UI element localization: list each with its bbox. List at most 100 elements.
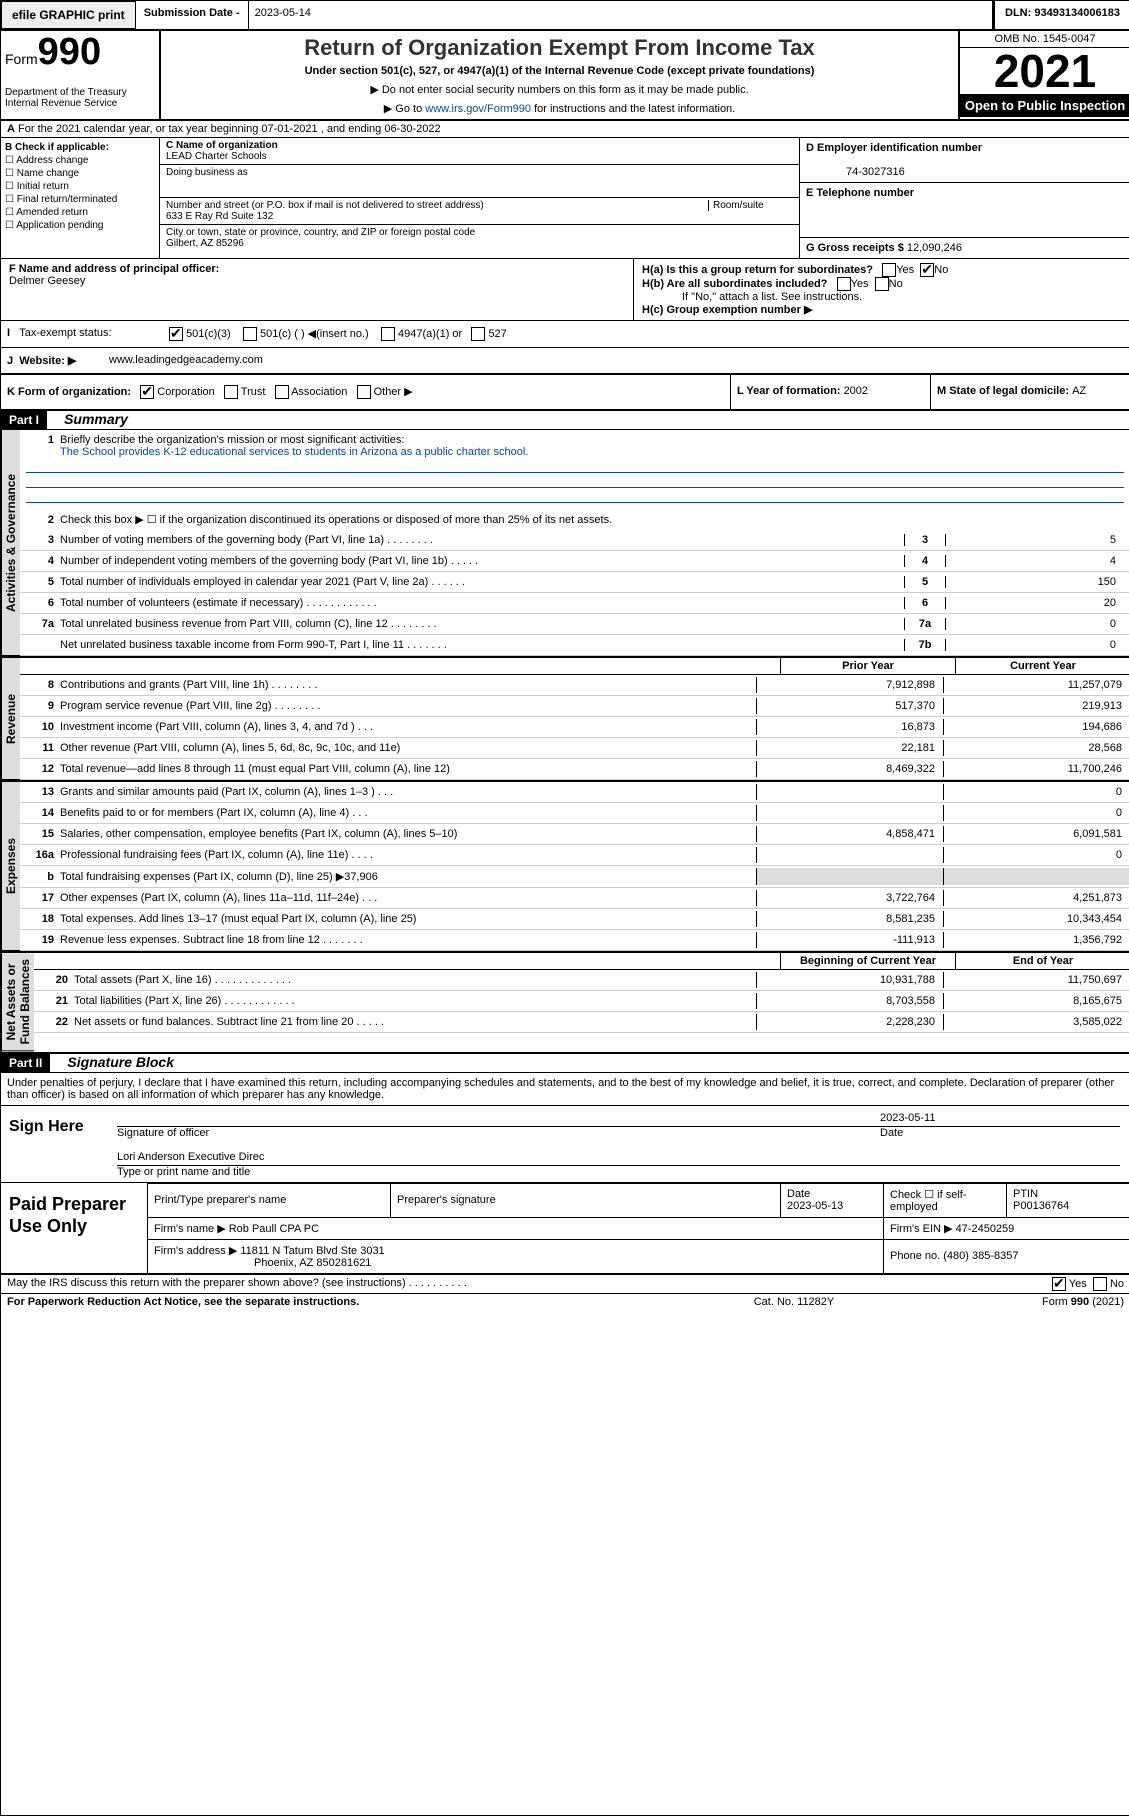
ha-no-checkbox[interactable] [920, 263, 934, 277]
row-10: 10Investment income (Part VIII, column (… [20, 717, 1129, 738]
preparer-table: Print/Type preparer's name Preparer's si… [147, 1183, 1129, 1273]
prep-name-header: Print/Type preparer's name [148, 1183, 391, 1217]
f-officer-name: Delmer Geesey [9, 275, 85, 287]
cb-501c3[interactable] [169, 327, 183, 341]
na-header-row: Beginning of Current YearEnd of Year [34, 953, 1129, 970]
row-14: 14Benefits paid to or for members (Part … [20, 803, 1129, 824]
cb-other[interactable] [357, 385, 371, 399]
state-domicile: AZ [1072, 385, 1086, 397]
phone-label: E Telephone number [806, 187, 914, 199]
row-j-website: J Website: ▶ www.leadingedgeacademy.com [1, 348, 1129, 375]
prep-date-value: 2023-05-13 [787, 1200, 843, 1212]
sig-officer-label: Signature of officer [117, 1127, 880, 1139]
cb-4947[interactable] [381, 327, 395, 341]
form-header: Form990 Department of the Treasury Inter… [1, 31, 1129, 121]
room-label: Room/suite [708, 200, 793, 211]
ein-value: 74-3027316 [806, 166, 905, 178]
rev-header-row: Prior YearCurrent Year [20, 658, 1129, 675]
h-a: H(a) Is this a group return for subordin… [642, 263, 1122, 277]
org-name: LEAD Charter Schools [166, 151, 267, 162]
signature-block: Under penalties of perjury, I declare th… [1, 1073, 1129, 1294]
h-b: H(b) Are all subordinates included? Yes … [642, 277, 1122, 291]
cb-corporation[interactable] [140, 385, 154, 399]
cb-501c[interactable] [243, 327, 257, 341]
mission-underline [26, 490, 1124, 503]
part-i-bar: Part I [1, 411, 47, 429]
line-a-tax-year: A For the 2021 calendar year, or tax yea… [1, 121, 1129, 138]
ha-yes-checkbox[interactable] [882, 263, 896, 277]
mission-underline [26, 460, 1124, 473]
ag-line-7a: 7aTotal unrelated business revenue from … [20, 614, 1129, 635]
cb-association[interactable] [275, 385, 289, 399]
fgh-block: F Name and address of principal officer:… [1, 259, 1129, 321]
discuss-yes-checkbox[interactable] [1052, 1277, 1066, 1291]
cb-trust[interactable] [224, 385, 238, 399]
irs-link[interactable]: www.irs.gov/Form990 [425, 103, 531, 115]
efile-print-button[interactable]: efile GRAPHIC print [1, 1, 136, 29]
firm-addr-label: Firm's address ▶ [154, 1245, 240, 1257]
firm-ein-label: Firm's EIN ▶ [890, 1223, 956, 1235]
line-1-label: Briefly describe the organization's miss… [60, 434, 404, 446]
cb-address-change[interactable]: ☐ Address change [5, 155, 155, 166]
firm-addr-2: Phoenix, AZ 850281621 [154, 1257, 371, 1269]
cb-name-change[interactable]: ☐ Name change [5, 168, 155, 179]
firm-name-value: Rob Paull CPA PC [229, 1223, 319, 1235]
cb-application-pending[interactable]: ☐ Application pending [5, 220, 155, 231]
discuss-no-checkbox[interactable] [1093, 1277, 1107, 1291]
cb-amended-return[interactable]: ☐ Amended return [5, 207, 155, 218]
form-number: 990 [38, 31, 101, 73]
row-b: bTotal fundraising expenses (Part IX, co… [20, 866, 1129, 888]
street-label: Number and street (or P.O. box if mail i… [166, 200, 708, 211]
open-public-badge: Open to Public Inspection [960, 94, 1129, 117]
part-i-header: Part I Summary [1, 411, 1129, 430]
sign-here-label: Sign Here [1, 1106, 107, 1182]
paid-preparer-row: Paid Preparer Use Only Print/Type prepar… [1, 1183, 1129, 1275]
row-11: 11Other revenue (Part VIII, column (A), … [20, 738, 1129, 759]
dba-label: Doing business as [166, 167, 248, 178]
city-label: City or town, state or province, country… [166, 227, 475, 238]
city-value: Gilbert, AZ 85296 [166, 238, 244, 249]
form-label: Form [5, 51, 38, 67]
col-d-right: D Employer identification number 74-30273… [799, 138, 1129, 258]
page-footer: For Paperwork Reduction Act Notice, see … [1, 1294, 1129, 1310]
k-label: K Form of organization: [7, 386, 131, 398]
h-c: H(c) Group exemption number ▶ [642, 303, 1122, 316]
hb-no-checkbox[interactable] [875, 277, 889, 291]
cb-527[interactable] [471, 327, 485, 341]
ssn-notice: ▶ Do not enter social security numbers o… [169, 83, 950, 96]
firm-ein-value: 47-2450259 [956, 1223, 1015, 1235]
website-value: www.leadingedgeacademy.com [109, 354, 263, 366]
paid-preparer-label: Paid Preparer Use Only [1, 1183, 147, 1273]
ag-line-7b: Net unrelated business taxable income fr… [20, 635, 1129, 656]
row-8: 8Contributions and grants (Part VIII, li… [20, 675, 1129, 696]
c-name-label: C Name of organization [166, 140, 278, 151]
firm-addr-1: 11811 N Tatum Blvd Ste 3031 [240, 1245, 384, 1257]
sig-date-label: Date [880, 1127, 1120, 1139]
mission-text[interactable]: The School provides K-12 educational ser… [26, 446, 528, 458]
row-13: 13Grants and similar amounts paid (Part … [20, 782, 1129, 803]
street-value: 633 E Ray Rd Suite 132 [166, 211, 273, 222]
discuss-row: May the IRS discuss this return with the… [1, 1275, 1129, 1294]
prep-date-header: Date [787, 1188, 810, 1200]
sig-date-value: 2023-05-11 [880, 1112, 1120, 1124]
row-19: 19Revenue less expenses. Subtract line 1… [20, 930, 1129, 951]
cb-initial-return[interactable]: ☐ Initial return [5, 181, 155, 192]
ein-label: D Employer identification number [806, 142, 982, 154]
cb-final-return[interactable]: ☐ Final return/terminated [5, 194, 155, 205]
current-year-header: Current Year [955, 658, 1129, 674]
firm-phone-label: Phone no. [890, 1250, 943, 1262]
self-employed-check[interactable]: Check ☐ if self-employed [884, 1183, 1007, 1217]
b-header: B Check if applicable: [5, 142, 109, 153]
link-notice: ▶ Go to www.irs.gov/Form990 for instruct… [169, 102, 950, 115]
form-990-page: efile GRAPHIC print Submission Date - 20… [0, 0, 1129, 1816]
expenses-section: Expenses 13Grants and similar amounts pa… [1, 782, 1129, 953]
cat-no: Cat. No. 11282Y [664, 1296, 924, 1308]
sign-here-row: Sign Here 2023-05-11 Signature of office… [1, 1106, 1129, 1183]
ag-line-5: 5Total number of individuals employed in… [20, 572, 1129, 593]
prior-year-header: Prior Year [780, 658, 955, 674]
dln-value: DLN: 93493134006183 [993, 1, 1129, 29]
hb-yes-checkbox[interactable] [837, 277, 851, 291]
f-officer-label: F Name and address of principal officer: [9, 263, 219, 275]
end-year-header: End of Year [955, 953, 1129, 969]
ptin-value: P00136764 [1013, 1200, 1069, 1212]
